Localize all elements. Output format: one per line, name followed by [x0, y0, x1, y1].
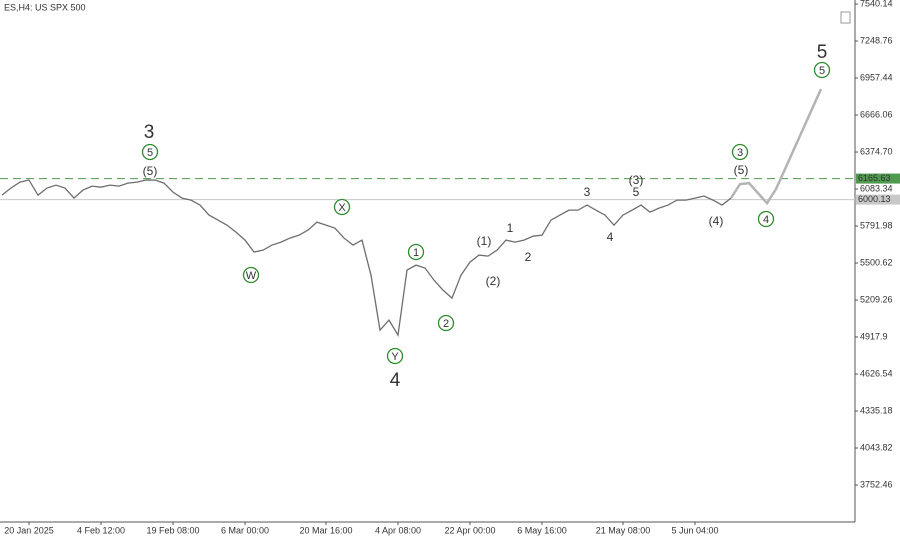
y-tick-label: 7540.14 — [860, 0, 893, 8]
price-level-tag — [856, 173, 900, 184]
y-tick-label: 3752.46 — [860, 479, 893, 489]
wave-label: 3 — [584, 185, 591, 199]
y-tick-label: 4043.82 — [860, 442, 893, 452]
y-tick-label: 5209.26 — [860, 294, 893, 304]
wave-circle — [757, 210, 775, 228]
y-tick-label: 7248.76 — [860, 35, 893, 45]
y-tick-label: 6957.44 — [860, 72, 893, 82]
x-tick-label: 4 Apr 08:00 — [375, 525, 421, 535]
x-tick-label: 5 Jun 04:00 — [671, 525, 718, 535]
chart-title: ES,H4: US SPX 500 — [4, 2, 86, 12]
wave-label: 4 — [763, 214, 769, 226]
wave-label: 3 — [144, 122, 155, 143]
wave-label: 1 — [507, 221, 514, 235]
y-tick-label: 5791.98 — [860, 220, 893, 230]
wave-circle — [242, 266, 260, 284]
wave-label: 1 — [413, 247, 419, 259]
price-level-tag — [856, 194, 900, 205]
y-tick-label: 5500.62 — [860, 257, 893, 267]
wave-label: 3 — [737, 147, 743, 159]
x-tick-label: 20 Mar 16:00 — [299, 525, 352, 535]
wave-label: 5 — [147, 147, 153, 159]
wave-label: Y — [391, 351, 399, 363]
wave-label: (5) — [734, 163, 749, 177]
x-tick-label: 22 Apr 00:00 — [444, 525, 495, 535]
price-level-label: 6000.13 — [858, 194, 891, 204]
y-tick-label: 6666.06 — [860, 109, 893, 119]
wave-label: 5 — [817, 42, 828, 63]
wave-circle — [731, 143, 749, 161]
wave-label: 2 — [525, 250, 532, 264]
wave-label: (3) — [629, 173, 644, 187]
y-tick-label: 4335.18 — [860, 405, 893, 415]
wave-label: 5 — [819, 65, 825, 77]
wave-circle — [813, 61, 831, 79]
x-tick-label: 6 Mar 00:00 — [221, 525, 269, 535]
wave-label: (1) — [477, 234, 492, 248]
series-line — [1, 179, 732, 338]
y-tick-label: 4626.54 — [860, 368, 893, 378]
wave-label: (2) — [486, 274, 501, 288]
y-tick-label: 6374.70 — [860, 146, 893, 156]
scroll-button[interactable] — [840, 11, 851, 24]
x-tick-label: 6 May 16:00 — [517, 525, 567, 535]
wave-label: (4) — [709, 214, 724, 228]
wave-circle — [437, 314, 455, 332]
wave-label: 4 — [607, 230, 614, 244]
x-tick-label: 21 May 08:00 — [596, 525, 651, 535]
x-tick-label: 20 Jan 2025 — [4, 525, 54, 535]
wave-label: (5) — [143, 164, 158, 178]
wave-label: 5 — [633, 185, 640, 199]
x-tick-label: 19 Feb 08:00 — [146, 525, 199, 535]
wave-circle — [141, 143, 159, 161]
wave-label: 2 — [443, 318, 449, 330]
wave-circle — [333, 198, 351, 216]
series-line — [729, 88, 823, 206]
y-tick-label: 4917.9 — [860, 331, 888, 341]
wave-label: 4 — [390, 370, 401, 391]
x-tick-label: 4 Feb 12:00 — [77, 525, 125, 535]
wave-circle — [407, 243, 425, 261]
wave-label: X — [338, 202, 346, 214]
wave-label: W — [246, 270, 257, 282]
y-tick-label: 6083.34 — [860, 183, 893, 193]
price-level-label: 6165.63 — [858, 173, 891, 183]
wave-circle — [386, 347, 404, 365]
